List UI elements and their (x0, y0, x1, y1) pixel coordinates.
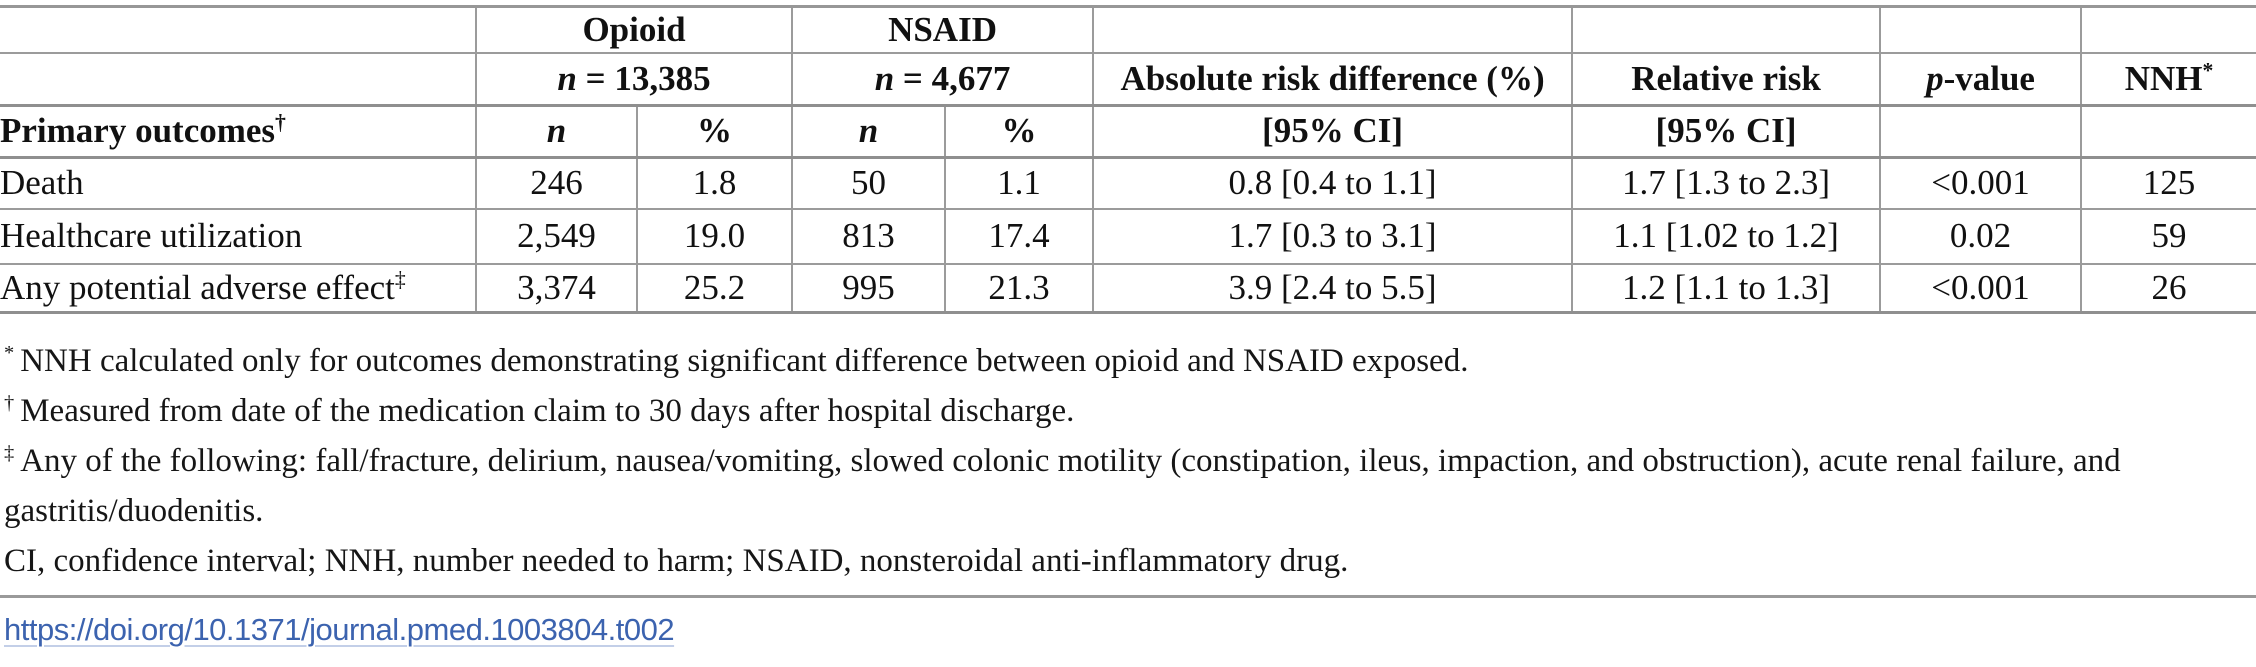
footnote-adverse-effects: ‡ Any of the following: fall/fracture, de… (4, 442, 2121, 529)
empty-cell (1879, 105, 2082, 158)
empty-cell (1092, 6, 1573, 53)
outcome-label: Death (0, 163, 84, 202)
outcome-label: Healthcare utilization (0, 215, 303, 255)
header-row-measures: n = 13,385 n = 4,677 Absolute risk diffe… (0, 52, 2256, 106)
page: Opioid NSAID n = 13,385 n = 4,677 Absolu… (0, 5, 2256, 667)
opioid-n-value: 246 (475, 157, 637, 209)
opioid-pct-value: 1.8 (635, 157, 793, 209)
dagger-marker: † (4, 392, 15, 414)
outcomes-table: Opioid NSAID n = 13,385 n = 4,677 Absolu… (0, 5, 2256, 314)
opioid-n-value: 2,549 (475, 208, 637, 264)
opioid-group-header: Opioid (474, 6, 793, 53)
footnote-nnh: * NNH calculated only for outcomes demons… (4, 342, 1469, 379)
rr-value: 1.1 [1.02 to 1.2] (1571, 208, 1881, 264)
nsaid-group-header: NSAID (791, 6, 1094, 53)
doi-link[interactable]: https://doi.org/10.1371/journal.pmed.100… (4, 612, 675, 647)
empty-cell (1879, 6, 2082, 53)
nsaid-sample-size: n = 4,677 (791, 52, 1094, 106)
rr-value: 1.7 [1.3 to 2.3] (1571, 157, 1881, 209)
header-row-sub: Primary outcomes† n % n % [95% CI] [95% … (0, 105, 2256, 158)
opioid-n-subheader: n (475, 105, 637, 158)
opioid-n-value: 3,374 (475, 263, 637, 313)
opioid-sample-size: n = 13,385 (474, 52, 793, 106)
empty-cell (1571, 6, 1881, 53)
pvalue-value: <0.001 (1879, 263, 2082, 313)
rr-header: Relative risk (1571, 52, 1881, 106)
nsaid-pct-value: 21.3 (944, 263, 1094, 313)
bottom-divider (0, 595, 2256, 598)
asterisk-marker: * (2202, 57, 2214, 82)
footnote-abbreviations: CI, confidence interval; NNH, number nee… (4, 543, 1349, 579)
double-dagger-marker: ‡ (394, 266, 406, 291)
nnh-value: 59 (2080, 208, 2256, 264)
pvalue-value: <0.001 (1879, 157, 2082, 209)
ard-value: 3.9 [2.4 to 5.5] (1092, 263, 1573, 313)
p-symbol: p (1926, 58, 1944, 98)
pvalue-header: p-value (1879, 52, 2082, 106)
outcome-label: Any potential adverse effect‡ (0, 266, 406, 307)
empty-cell (2080, 6, 2256, 53)
nnh-header: NNH* (2080, 52, 2256, 106)
empty-cell (2080, 105, 2256, 158)
nnh-value: 125 (2080, 157, 2256, 209)
opioid-pct-value: 25.2 (635, 263, 793, 313)
double-dagger-marker: ‡ (4, 442, 15, 464)
nsaid-n-value: 995 (791, 263, 946, 313)
opioid-pct-value: 19.0 (635, 208, 793, 264)
n-symbol: n (557, 58, 577, 98)
table-row-healthcare-utilization: Healthcare utilization 2,549 19.0 813 17… (0, 208, 2256, 264)
empty-cell (0, 7, 476, 53)
nsaid-pct-value: 17.4 (944, 208, 1094, 264)
table-row-death: Death 246 1.8 50 1.1 0.8 [0.4 to 1.1] 1.… (0, 157, 2256, 209)
nsaid-n-subheader: n (791, 105, 946, 158)
nsaid-pct-subheader: % (944, 105, 1094, 158)
pvalue-value: 0.02 (1879, 208, 2082, 264)
footnote-measured: † Measured from date of the medication cl… (4, 392, 1075, 429)
nnh-value: 26 (2080, 263, 2256, 313)
ard-header: Absolute risk difference (%) (1092, 52, 1573, 106)
n-symbol: n (874, 58, 895, 98)
ard-value: 1.7 [0.3 to 3.1] (1092, 208, 1573, 264)
empty-cell (0, 53, 476, 106)
table-footnotes: * NNH calculated only for outcomes demons… (0, 314, 2214, 586)
header-row-groups: Opioid NSAID (0, 6, 2256, 53)
primary-outcomes-header: Primary outcomes† (0, 110, 286, 151)
nsaid-pct-value: 1.1 (944, 157, 1094, 209)
nsaid-n-value: 813 (791, 208, 946, 264)
ard-value: 0.8 [0.4 to 1.1] (1092, 157, 1573, 209)
table-row-adverse-effect: Any potential adverse effect‡ 3,374 25.2… (0, 263, 2256, 313)
opioid-pct-subheader: % (635, 105, 793, 158)
rr-ci-subheader: [95% CI] (1571, 105, 1881, 158)
nsaid-n-value: 50 (791, 157, 946, 209)
asterisk-marker: * (4, 342, 15, 364)
dagger-marker: † (275, 110, 286, 135)
rr-value: 1.2 [1.1 to 1.3] (1571, 263, 1881, 313)
ard-ci-subheader: [95% CI] (1092, 105, 1573, 158)
